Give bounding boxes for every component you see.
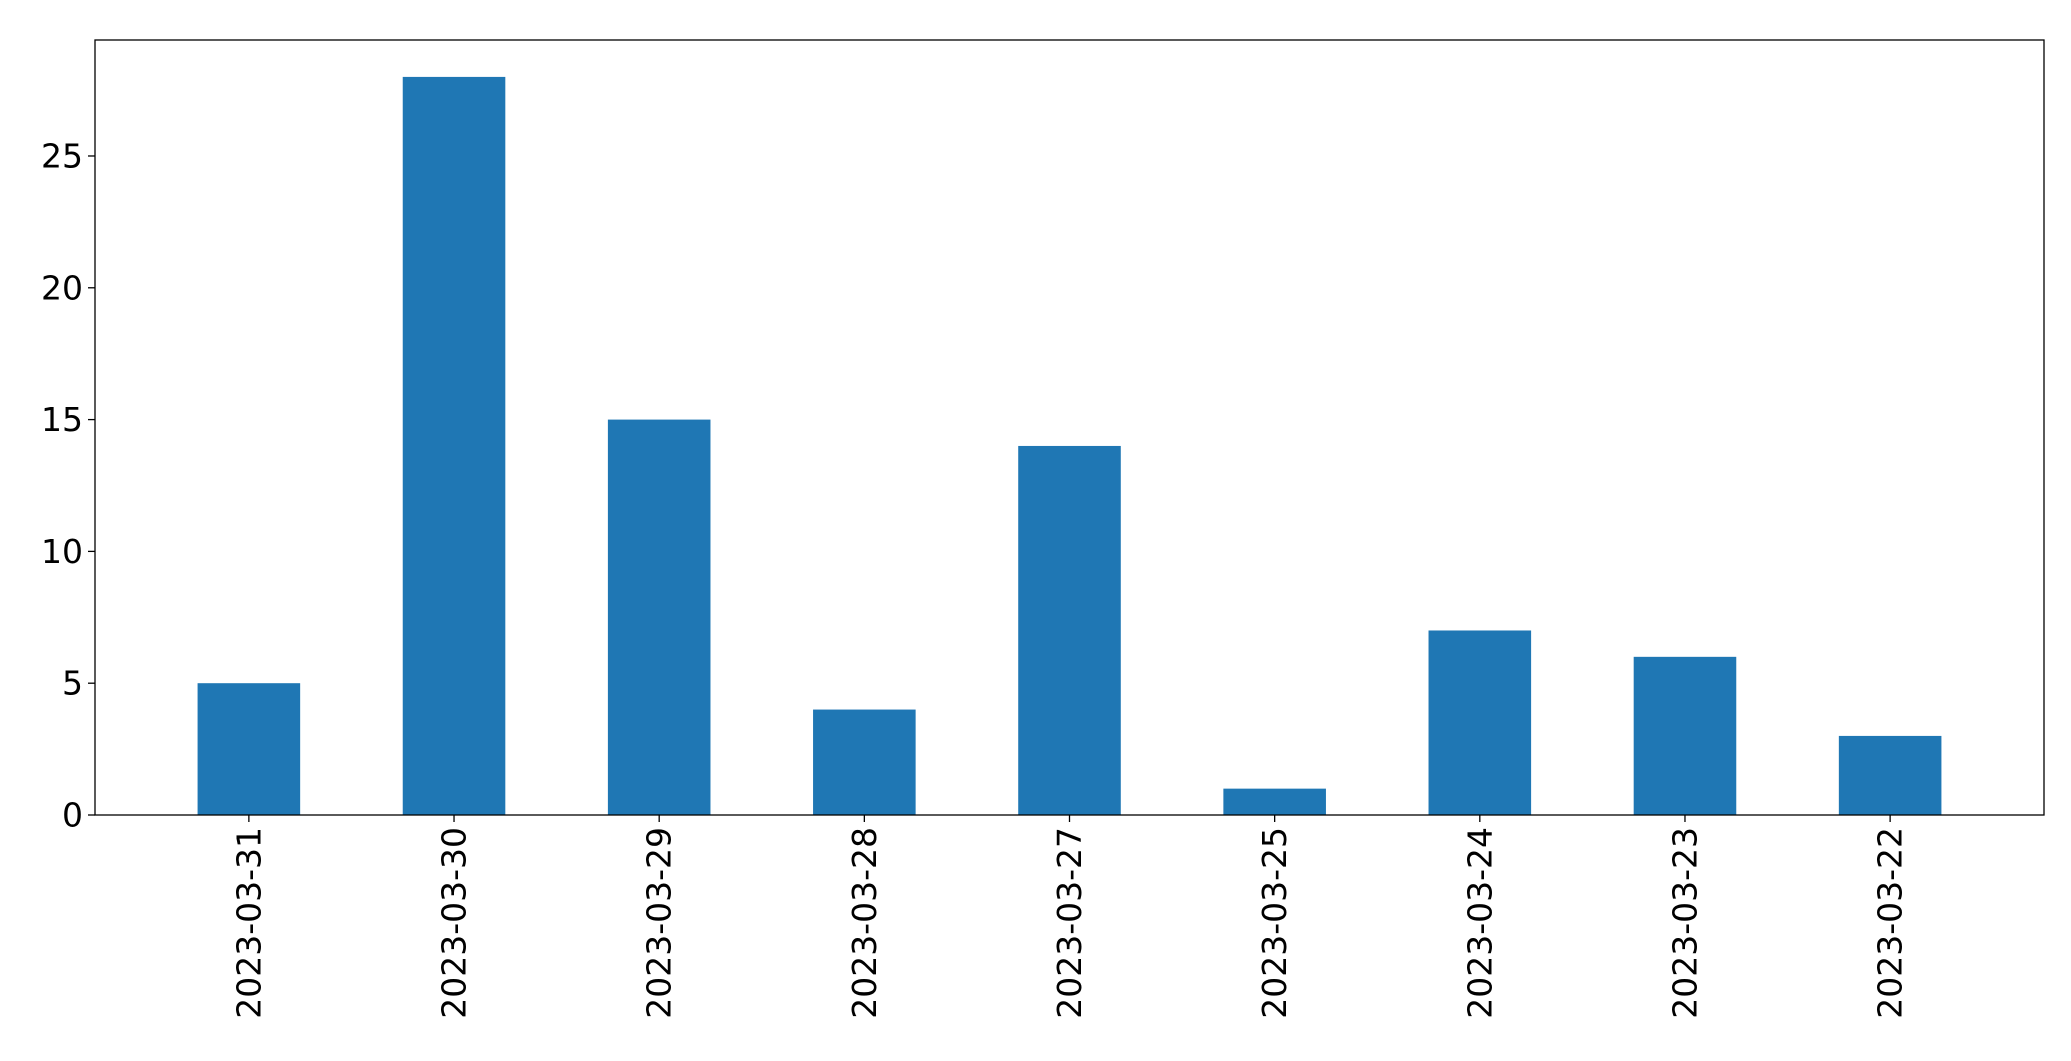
bar-2023-03-23 [1633, 656, 1737, 815]
x-tick-label: 2023-03-23 [1665, 827, 1704, 1019]
y-axis: 0 5 10 15 20 25 [41, 136, 95, 835]
x-tick-label: 2023-03-29 [640, 827, 679, 1019]
x-axis: 2023-03-31 2023-03-30 2023-03-29 2023-03-28… [229, 815, 1910, 1019]
y-tick-label: 5 [62, 664, 83, 703]
bar-2023-03-27 [1018, 445, 1121, 815]
bars-group [197, 76, 1942, 815]
bar-2023-03-22 [1838, 735, 1942, 815]
y-tick-label: 25 [41, 136, 83, 175]
x-tick-label: 2023-03-27 [1050, 827, 1089, 1019]
x-tick-label: 2023-03-28 [845, 827, 884, 1019]
x-tick-label: 2023-03-24 [1460, 827, 1499, 1019]
x-tick-label: 2023-03-31 [229, 827, 268, 1019]
bar-2023-03-31 [197, 683, 301, 815]
plot-frame [94, 39, 2045, 816]
y-tick-label: 0 [62, 796, 83, 835]
bar-2023-03-28 [813, 709, 916, 815]
y-tick-label: 10 [41, 532, 83, 571]
y-tick-label: 20 [41, 268, 83, 307]
bar-2023-03-30 [402, 76, 506, 815]
bar-2023-03-29 [607, 419, 711, 815]
x-tick-label: 2023-03-25 [1255, 827, 1294, 1019]
x-tick-label: 2023-03-22 [1871, 827, 1910, 1019]
x-tick-label: 2023-03-30 [435, 827, 474, 1019]
y-tick-label: 15 [41, 400, 83, 439]
bar-2023-03-24 [1428, 630, 1532, 815]
bar-2023-03-25 [1223, 788, 1326, 815]
